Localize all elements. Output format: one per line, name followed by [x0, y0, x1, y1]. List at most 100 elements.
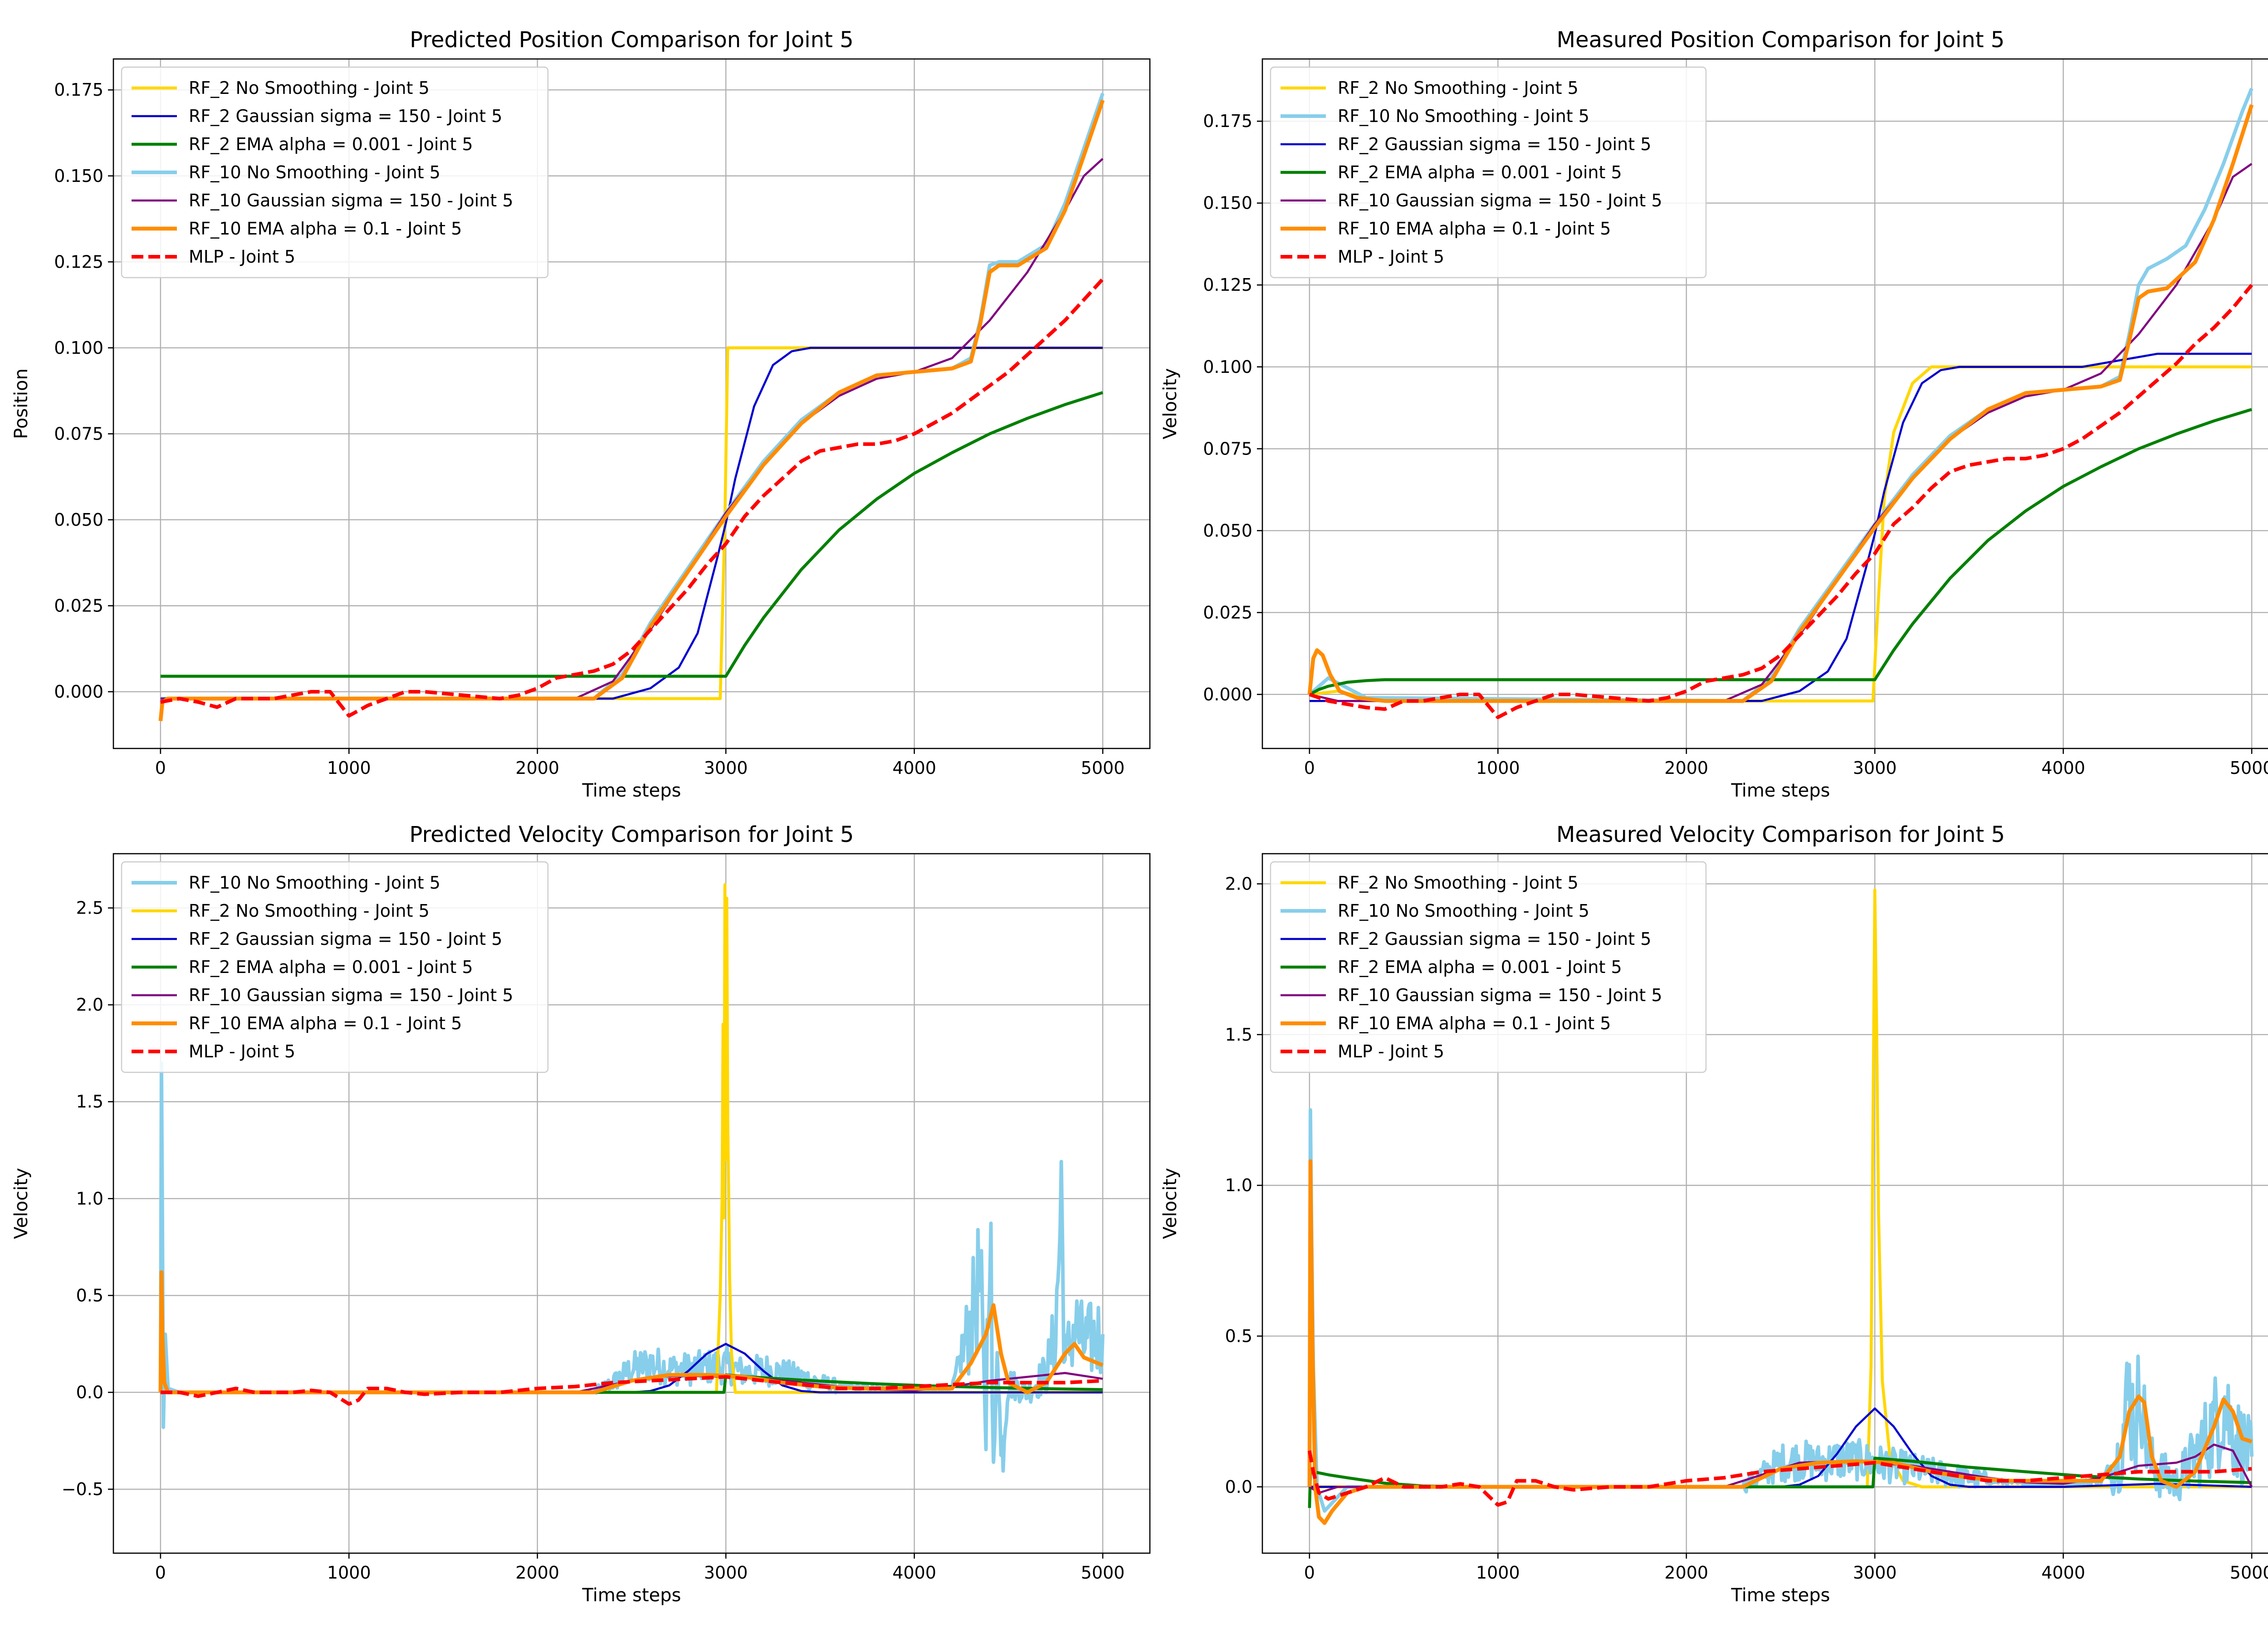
series-line-7	[1308, 1450, 2252, 1507]
legend-label: RF_10 EMA alpha = 0.1 - Joint 5	[189, 219, 462, 239]
legend-label: RF_10 Gaussian sigma = 150 - Joint 5	[1338, 985, 1662, 1005]
legend-label: RF_10 EMA alpha = 0.1 - Joint 5	[1338, 1013, 1611, 1033]
chart-title: Measured Velocity Comparison for Joint 5	[1556, 822, 2005, 847]
series-group	[1307, 888, 2254, 1525]
axes-frame	[1261, 58, 2268, 749]
series-line-7	[160, 278, 1105, 718]
x-axis-label: Time steps	[582, 1585, 681, 1606]
y-tick-label: 2.5	[76, 898, 103, 918]
series-line-3	[1309, 352, 2252, 702]
x-tick-label: 5000	[2230, 1563, 2268, 1583]
legend-box	[121, 861, 549, 1073]
x-tick-label: 2000	[1664, 758, 1708, 778]
legend-label: RF_2 Gaussian sigma = 150 - Joint 5	[189, 929, 502, 949]
series-line-3	[160, 391, 1104, 678]
chart-panel-4: 0 1000 2000 3000 4000 5000 0.0 0.5 1.0 1.5 2.0 Meas…	[1160, 822, 2268, 1606]
legend-label: RF_10 No Smoothing - Joint 5	[189, 873, 440, 893]
y-tick-label: 1.0	[1225, 1175, 1252, 1195]
x-tick-label: 1000	[1476, 758, 1520, 778]
legend-label: RF_10 EMA alpha = 0.1 - Joint 5	[189, 1013, 462, 1033]
series-line-7	[160, 1375, 1103, 1406]
axes-frame	[112, 58, 1151, 749]
legend-box	[1270, 66, 1707, 279]
axes-frame	[112, 853, 1151, 1554]
x-axis-label: Time steps	[582, 780, 681, 801]
x-tick-label: 3000	[1853, 1563, 1897, 1583]
series-line-2	[160, 347, 1103, 700]
x-tick-label: 2000	[515, 1563, 559, 1583]
series-line-4	[1309, 408, 2253, 696]
x-tick-label: 3000	[1853, 758, 1897, 778]
x-tick-label: 0	[155, 758, 166, 778]
y-tick-label: 2.0	[1225, 874, 1252, 894]
x-tick-label: 5000	[1081, 758, 1125, 778]
x-tick-label: 3000	[704, 758, 748, 778]
legend-label: RF_2 No Smoothing - Joint 5	[1338, 78, 1579, 98]
y-tick-label: 0.075	[1203, 439, 1252, 459]
y-tick-label: 0.000	[54, 682, 103, 702]
y-tick-label: 1.5	[1225, 1025, 1252, 1045]
legend-label: MLP - Joint 5	[189, 247, 295, 267]
y-tick-label: 0.100	[54, 338, 103, 358]
series-line-3	[1309, 1407, 2252, 1488]
legend-label: RF_2 No Smoothing - Joint 5	[1338, 873, 1579, 893]
legend-label: RF_10 Gaussian sigma = 150 - Joint 5	[1338, 191, 1662, 210]
x-tick-label: 4000	[2041, 758, 2085, 778]
chart-title: Predicted Position Comparison for Joint …	[410, 27, 854, 53]
legend-label: RF_10 No Smoothing - Joint 5	[1338, 106, 1589, 126]
y-axis-label: Velocity	[11, 1168, 32, 1239]
y-tick-label: 0.0	[1225, 1477, 1252, 1497]
y-tick-label: 0.100	[1203, 357, 1252, 377]
chart-title: Predicted Velocity Comparison for Joint …	[410, 822, 854, 847]
x-tick-label: 1000	[327, 1563, 371, 1583]
x-tick-label: 1000	[327, 758, 371, 778]
x-axis-label: Time steps	[1731, 1585, 1830, 1606]
y-axis-label: Position	[11, 368, 32, 439]
y-axis-label: Velocity	[1160, 368, 1181, 440]
series-line-7	[1309, 284, 2253, 719]
x-tick-label: 5000	[2230, 758, 2268, 778]
series-group	[158, 93, 1105, 721]
y-tick-label: −0.5	[62, 1479, 103, 1499]
y-tick-label: 2.0	[76, 995, 103, 1015]
x-tick-label: 5000	[1081, 1563, 1125, 1583]
y-tick-label: 0.050	[1203, 521, 1252, 541]
legend-label: RF_2 EMA alpha = 0.001 - Joint 5	[189, 957, 473, 977]
y-tick-label: 0.5	[1225, 1326, 1252, 1346]
legend-label: RF_2 No Smoothing - Joint 5	[189, 901, 430, 921]
series-group	[158, 883, 1105, 1473]
legend-label: RF_10 Gaussian sigma = 150 - Joint 5	[189, 985, 513, 1005]
y-tick-label: 0.125	[1203, 275, 1252, 295]
x-tick-label: 2000	[515, 758, 559, 778]
y-tick-label: 0.175	[1203, 111, 1252, 131]
y-tick-label: 0.150	[54, 166, 103, 186]
legend-label: RF_2 EMA alpha = 0.001 - Joint 5	[189, 134, 473, 154]
legend-label: RF_10 EMA alpha = 0.1 - Joint 5	[1338, 219, 1611, 239]
x-tick-label: 0	[1304, 758, 1315, 778]
x-axis-label: Time steps	[1731, 780, 1830, 801]
y-tick-label: 0.175	[54, 80, 103, 100]
legend-label: RF_2 EMA alpha = 0.001 - Joint 5	[1338, 957, 1622, 977]
series-line-6	[1307, 104, 2254, 703]
y-tick-label: 1.5	[76, 1092, 103, 1112]
legend-label: RF_2 No Smoothing - Joint 5	[189, 78, 430, 98]
legend-box	[121, 66, 549, 279]
axes-frame	[1261, 853, 2268, 1554]
y-tick-label: 0.050	[54, 510, 103, 530]
y-tick-label: 0.150	[1203, 193, 1252, 213]
y-tick-label: 0.075	[54, 424, 103, 444]
chart-panel-2: 0 1000 2000 3000 4000 5000 0.000 0.025 0.050 0.07…	[1160, 27, 2268, 801]
chart-panel-1: 0 1000 2000 3000 4000 5000 0.000 0.025 0.050 0.07…	[11, 27, 1151, 801]
x-tick-label: 2000	[1664, 1563, 1708, 1583]
x-tick-label: 4000	[892, 1563, 936, 1583]
legend-label: RF_2 Gaussian sigma = 150 - Joint 5	[1338, 134, 1651, 154]
x-tick-label: 3000	[704, 1563, 748, 1583]
x-tick-label: 4000	[892, 758, 936, 778]
y-tick-label: 0.5	[76, 1286, 103, 1305]
x-tick-label: 0	[1304, 1563, 1315, 1583]
chart-panel-3: 0 1000 2000 3000 4000 5000 −0.5 0.0 0.5 1.0 1.5 2.0…	[11, 822, 1151, 1606]
y-tick-label: 0.0	[76, 1382, 103, 1402]
legend-box	[1270, 861, 1707, 1073]
legend-label: RF_10 Gaussian sigma = 150 - Joint 5	[189, 191, 513, 210]
